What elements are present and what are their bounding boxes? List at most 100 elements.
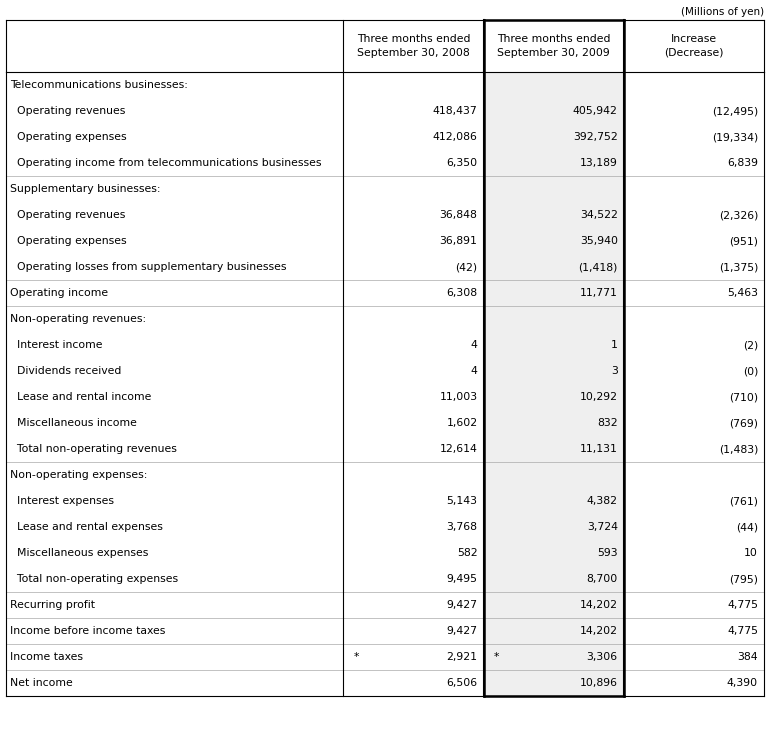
Text: 12,614: 12,614	[440, 444, 477, 454]
Text: 10,896: 10,896	[580, 678, 618, 688]
Text: 4,775: 4,775	[727, 626, 758, 636]
Bar	[484, 592, 624, 618]
Text: (1,418): (1,418)	[578, 262, 618, 272]
Text: 1: 1	[611, 340, 618, 350]
Bar	[484, 202, 624, 228]
Text: 11,003: 11,003	[440, 392, 477, 402]
Text: (769): (769)	[729, 418, 758, 428]
Text: (Millions of yen): (Millions of yen)	[681, 7, 764, 17]
Text: (710): (710)	[729, 392, 758, 402]
Bar	[484, 618, 624, 644]
Text: 593: 593	[598, 548, 618, 558]
Text: Recurring profit: Recurring profit	[10, 600, 95, 610]
Text: Dividends received: Dividends received	[10, 366, 122, 376]
Text: Operating income from telecommunications businesses: Operating income from telecommunications…	[10, 158, 322, 168]
Text: 4: 4	[470, 340, 477, 350]
Text: (951): (951)	[729, 236, 758, 246]
Text: 4,390: 4,390	[727, 678, 758, 688]
Bar	[484, 306, 624, 332]
Text: Total non-operating revenues: Total non-operating revenues	[10, 444, 177, 454]
Text: Lease and rental income: Lease and rental income	[10, 392, 152, 402]
Text: Non-operating revenues:: Non-operating revenues:	[10, 314, 146, 324]
Bar	[484, 280, 624, 306]
Bar	[484, 358, 624, 384]
Text: Operating income: Operating income	[10, 288, 108, 298]
Text: 36,848: 36,848	[440, 210, 477, 220]
Text: Income taxes: Income taxes	[10, 652, 83, 662]
Text: 5,463: 5,463	[727, 288, 758, 298]
Bar	[484, 72, 624, 98]
Text: Miscellaneous income: Miscellaneous income	[10, 418, 137, 428]
Text: 9,427: 9,427	[447, 626, 477, 636]
Text: 5,143: 5,143	[447, 496, 477, 506]
Text: 34,522: 34,522	[580, 210, 618, 220]
Bar	[484, 566, 624, 592]
Text: 1,602: 1,602	[447, 418, 477, 428]
Bar	[484, 176, 624, 202]
Text: 4,775: 4,775	[727, 600, 758, 610]
Text: Operating expenses: Operating expenses	[10, 132, 126, 142]
Text: 832: 832	[598, 418, 618, 428]
Text: 6,350: 6,350	[447, 158, 477, 168]
Text: (2): (2)	[743, 340, 758, 350]
Text: 10,292: 10,292	[580, 392, 618, 402]
Bar	[484, 98, 624, 124]
Text: Net income: Net income	[10, 678, 72, 688]
Text: (19,334): (19,334)	[711, 132, 758, 142]
Text: (2,326): (2,326)	[718, 210, 758, 220]
Text: (1,483): (1,483)	[718, 444, 758, 454]
Bar	[484, 540, 624, 566]
Text: Three months ended
September 30, 2009: Three months ended September 30, 2009	[497, 35, 611, 57]
Bar	[484, 384, 624, 410]
Bar	[484, 410, 624, 436]
Text: 392,752: 392,752	[573, 132, 618, 142]
Text: Income before income taxes: Income before income taxes	[10, 626, 166, 636]
Text: 582: 582	[457, 548, 477, 558]
Bar	[484, 332, 624, 358]
Text: 3: 3	[611, 366, 618, 376]
Text: 14,202: 14,202	[580, 626, 618, 636]
Text: 384: 384	[738, 652, 758, 662]
Text: 4,382: 4,382	[587, 496, 618, 506]
Text: 9,427: 9,427	[447, 600, 477, 610]
Text: 10: 10	[744, 548, 758, 558]
Text: Supplementary businesses:: Supplementary businesses:	[10, 184, 160, 194]
Text: (1,375): (1,375)	[718, 262, 758, 272]
Text: (761): (761)	[729, 496, 758, 506]
Text: 4: 4	[470, 366, 477, 376]
Text: 36,891: 36,891	[440, 236, 477, 246]
Text: 412,086: 412,086	[433, 132, 477, 142]
Text: 35,940: 35,940	[580, 236, 618, 246]
Bar	[484, 670, 624, 696]
Text: Operating revenues: Operating revenues	[10, 106, 126, 116]
Text: *: *	[494, 652, 499, 662]
Text: 418,437: 418,437	[433, 106, 477, 116]
Text: 6,506: 6,506	[447, 678, 477, 688]
Text: 11,771: 11,771	[580, 288, 618, 298]
Text: Operating expenses: Operating expenses	[10, 236, 126, 246]
Text: 6,308: 6,308	[447, 288, 477, 298]
Text: 11,131: 11,131	[580, 444, 618, 454]
Text: Total non-operating expenses: Total non-operating expenses	[10, 574, 178, 584]
Text: Lease and rental expenses: Lease and rental expenses	[10, 522, 163, 532]
Bar	[484, 228, 624, 254]
Bar	[484, 514, 624, 540]
Text: (12,495): (12,495)	[711, 106, 758, 116]
Bar	[484, 124, 624, 150]
Text: 13,189: 13,189	[580, 158, 618, 168]
Bar	[484, 150, 624, 176]
Text: 3,724: 3,724	[587, 522, 618, 532]
Bar	[484, 462, 624, 488]
Text: Non-operating expenses:: Non-operating expenses:	[10, 470, 147, 480]
Text: (42): (42)	[455, 262, 477, 272]
Text: 6,839: 6,839	[727, 158, 758, 168]
Bar	[484, 20, 624, 72]
Text: (0): (0)	[742, 366, 758, 376]
Bar	[484, 644, 624, 670]
Text: *: *	[353, 652, 359, 662]
Text: (795): (795)	[729, 574, 758, 584]
Bar	[484, 254, 624, 280]
Text: 3,306: 3,306	[587, 652, 618, 662]
Text: Interest expenses: Interest expenses	[10, 496, 114, 506]
Bar	[484, 436, 624, 462]
